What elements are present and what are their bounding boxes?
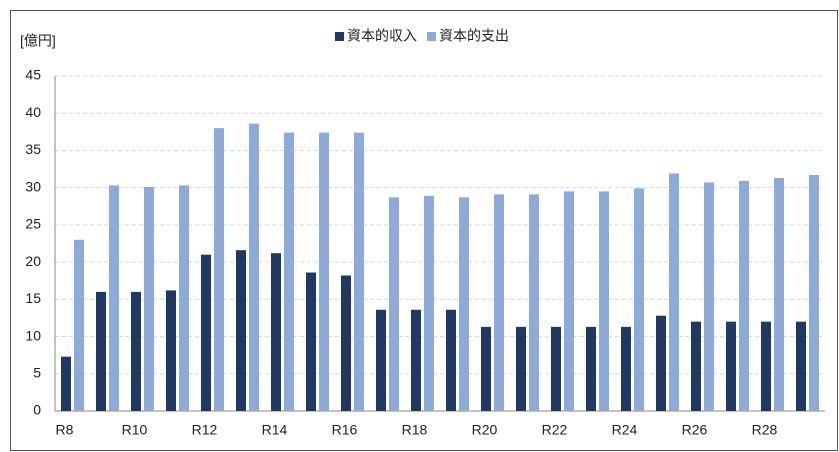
x-tick-label: R12: [192, 422, 218, 438]
x-tick-label: R20: [472, 422, 498, 438]
y-axis-label: [億円]: [20, 33, 56, 49]
legend-label: 資本的収入: [347, 28, 417, 44]
bar: [271, 253, 281, 411]
bar: [774, 177, 784, 411]
bar: [96, 291, 106, 411]
bar: [586, 326, 596, 411]
bar: [109, 185, 119, 411]
bar: [704, 182, 714, 411]
bar: [634, 188, 644, 411]
bar: [236, 250, 246, 411]
x-tick-label: R8: [56, 422, 74, 438]
bar: [166, 290, 176, 411]
bar: [214, 128, 224, 411]
bar: [249, 123, 259, 412]
bar: [656, 315, 666, 411]
legend-swatch: [427, 32, 436, 41]
bar: [796, 321, 806, 411]
frame: [10, 10, 838, 451]
y-tick-label: 25: [25, 216, 41, 232]
bar: [691, 321, 701, 411]
bar: [376, 309, 386, 411]
y-tick-label: 30: [25, 178, 41, 194]
bar: [411, 309, 421, 411]
y-tick-label: 20: [25, 253, 41, 269]
legend-label: 資本的支出: [439, 28, 509, 44]
x-tick-label: R26: [682, 422, 708, 438]
bar: [179, 185, 189, 411]
bar: [516, 326, 526, 411]
legend-swatch: [335, 32, 344, 41]
bar: [459, 197, 469, 411]
y-tick-label: 5: [33, 364, 41, 380]
bar: [669, 173, 679, 411]
bar: [529, 194, 539, 411]
y-tick-label: 0: [33, 402, 41, 418]
bar: [446, 309, 456, 411]
bar: [726, 321, 736, 411]
bar: [564, 191, 574, 411]
bar: [599, 191, 609, 411]
x-tick-label: R22: [542, 422, 568, 438]
bar: [74, 239, 84, 411]
bar: [131, 291, 141, 411]
bar: [494, 194, 504, 411]
y-tick-label: 15: [25, 290, 41, 306]
bar: [341, 275, 351, 411]
bar: [761, 321, 771, 411]
bar: [551, 326, 561, 411]
bar: [621, 326, 631, 411]
x-tick-label: R16: [332, 422, 358, 438]
bar: [284, 132, 294, 412]
y-tick-label: 10: [25, 327, 41, 343]
bar: [739, 180, 749, 411]
x-tick-label: R10: [122, 422, 148, 438]
y-tick-label: 40: [25, 104, 41, 120]
x-tick-label: R24: [612, 422, 638, 438]
x-tick-label: R14: [262, 422, 288, 438]
bar: [424, 195, 434, 411]
x-tick-label: R18: [402, 422, 428, 438]
bar: [809, 175, 819, 411]
bar: [389, 197, 399, 411]
bar: [306, 272, 316, 411]
bar: [201, 254, 211, 411]
y-tick-label: 45: [25, 67, 41, 83]
y-tick-label: 35: [25, 141, 41, 157]
bar: [319, 132, 329, 412]
bar: [481, 326, 491, 411]
bar: [354, 132, 364, 412]
bar: [144, 186, 154, 411]
x-tick-label: R28: [752, 422, 778, 438]
bar: [61, 356, 71, 411]
